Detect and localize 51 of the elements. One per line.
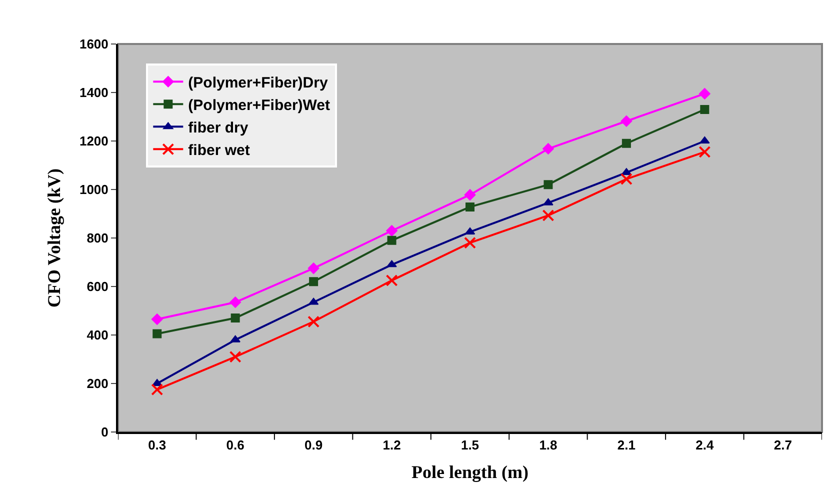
y-tick-label: 600 [86,279,108,294]
point [542,209,554,222]
x-tick-label: 0.6 [226,438,244,453]
x-tick-label: 2.7 [774,438,792,453]
point [544,180,553,190]
point [230,314,240,323]
point [386,274,398,286]
point [700,104,710,114]
x-tick-label: 1.8 [539,438,558,453]
point [386,260,397,268]
y-tick-label: 1600 [79,36,108,52]
point [230,335,240,342]
y-tick-label: 400 [86,328,108,343]
y-tick-label: 800 [86,230,108,246]
y-tick-label: 1000 [79,182,108,198]
y-tick-label: 1200 [79,134,108,149]
point [152,329,162,338]
point [620,115,632,127]
legend-label: fiber wet [188,142,250,159]
point [151,384,164,396]
x-axis-title: Pole length (m) [412,462,528,482]
point [464,236,476,249]
legend-label: fiber dry [188,120,249,136]
y-tick-label: 1400 [79,85,108,100]
point [698,88,710,100]
x-tick-label: 0.9 [304,438,323,453]
point [698,146,711,158]
y-axis-title: CFO Voltage (kV) [44,168,64,308]
point [622,138,631,148]
x-tick-label: 2.1 [617,438,636,453]
point [543,198,554,206]
legend-label: (Polymer+Fiber)Wet [188,97,330,114]
point [387,236,396,245]
x-tick-label: 0.3 [148,438,166,453]
point [229,350,242,363]
point [308,262,320,274]
point [464,189,476,201]
point [309,277,318,286]
point [542,143,554,154]
point [230,296,242,308]
point [308,316,320,328]
x-tick-label: 1.5 [460,438,480,453]
point [151,314,163,325]
point [466,202,474,212]
point [386,225,398,236]
point [620,173,632,186]
x-tick-label: 2.4 [696,438,714,453]
x-tick-label: 1.2 [382,438,401,453]
y-tick-label: 0 [101,424,108,440]
legend-label: (Polymer+Fiber)Dry [188,74,328,92]
y-tick-label: 200 [86,376,108,392]
